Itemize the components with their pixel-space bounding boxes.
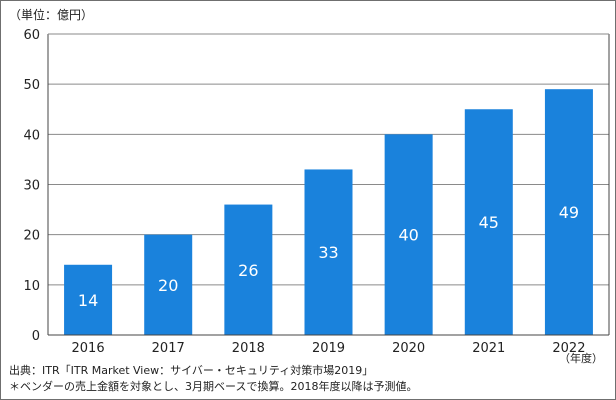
y-tick-label-50: 50 xyxy=(23,78,40,93)
value-label-2019: 33 xyxy=(318,243,338,262)
bar-2022 xyxy=(544,89,593,335)
x-tick-label-2020: 2020 xyxy=(392,341,425,356)
bar-2021 xyxy=(464,109,513,335)
footnote: ＊ベンダーの売上金額を対象とし、3月期ベースで換算。2018年度以降は予測値。 xyxy=(9,380,418,393)
value-label-2022: 49 xyxy=(559,203,579,222)
source-note: 出典：ITR「ITR Market View：サイバー・セキュリティ対策市場20… xyxy=(9,364,374,377)
value-label-2017: 20 xyxy=(158,276,178,295)
value-label-2018: 26 xyxy=(238,261,258,280)
value-label-2021: 45 xyxy=(479,213,499,232)
y-tick-label-10: 10 xyxy=(23,279,40,294)
x-tick-label-2018: 2018 xyxy=(232,341,265,356)
y-tick-label-20: 20 xyxy=(23,229,40,244)
x-tick-label-2019: 2019 xyxy=(312,341,345,356)
y-tick-label-30: 30 xyxy=(23,179,40,194)
x-tick-label-2021: 2021 xyxy=(472,341,505,356)
y-tick-label-40: 40 xyxy=(23,128,40,143)
x-axis-unit-label: （年度） xyxy=(559,352,603,365)
value-label-2016: 14 xyxy=(78,291,98,310)
bar-2019 xyxy=(304,169,353,335)
bar-2020 xyxy=(384,134,433,335)
x-tick-label-2017: 2017 xyxy=(152,341,185,356)
value-label-2020: 40 xyxy=(398,226,418,245)
bar-2016 xyxy=(64,264,113,335)
y-tick-label-0: 0 xyxy=(32,329,40,344)
y-axis-unit-label: （単位：億円） xyxy=(9,8,94,22)
x-tick-label-2022: 2022 xyxy=(552,341,585,356)
y-tick-label-60: 60 xyxy=(23,28,40,43)
x-tick-label-2016: 2016 xyxy=(72,341,105,356)
bar-2017 xyxy=(144,234,193,335)
bar-2018 xyxy=(224,204,273,335)
